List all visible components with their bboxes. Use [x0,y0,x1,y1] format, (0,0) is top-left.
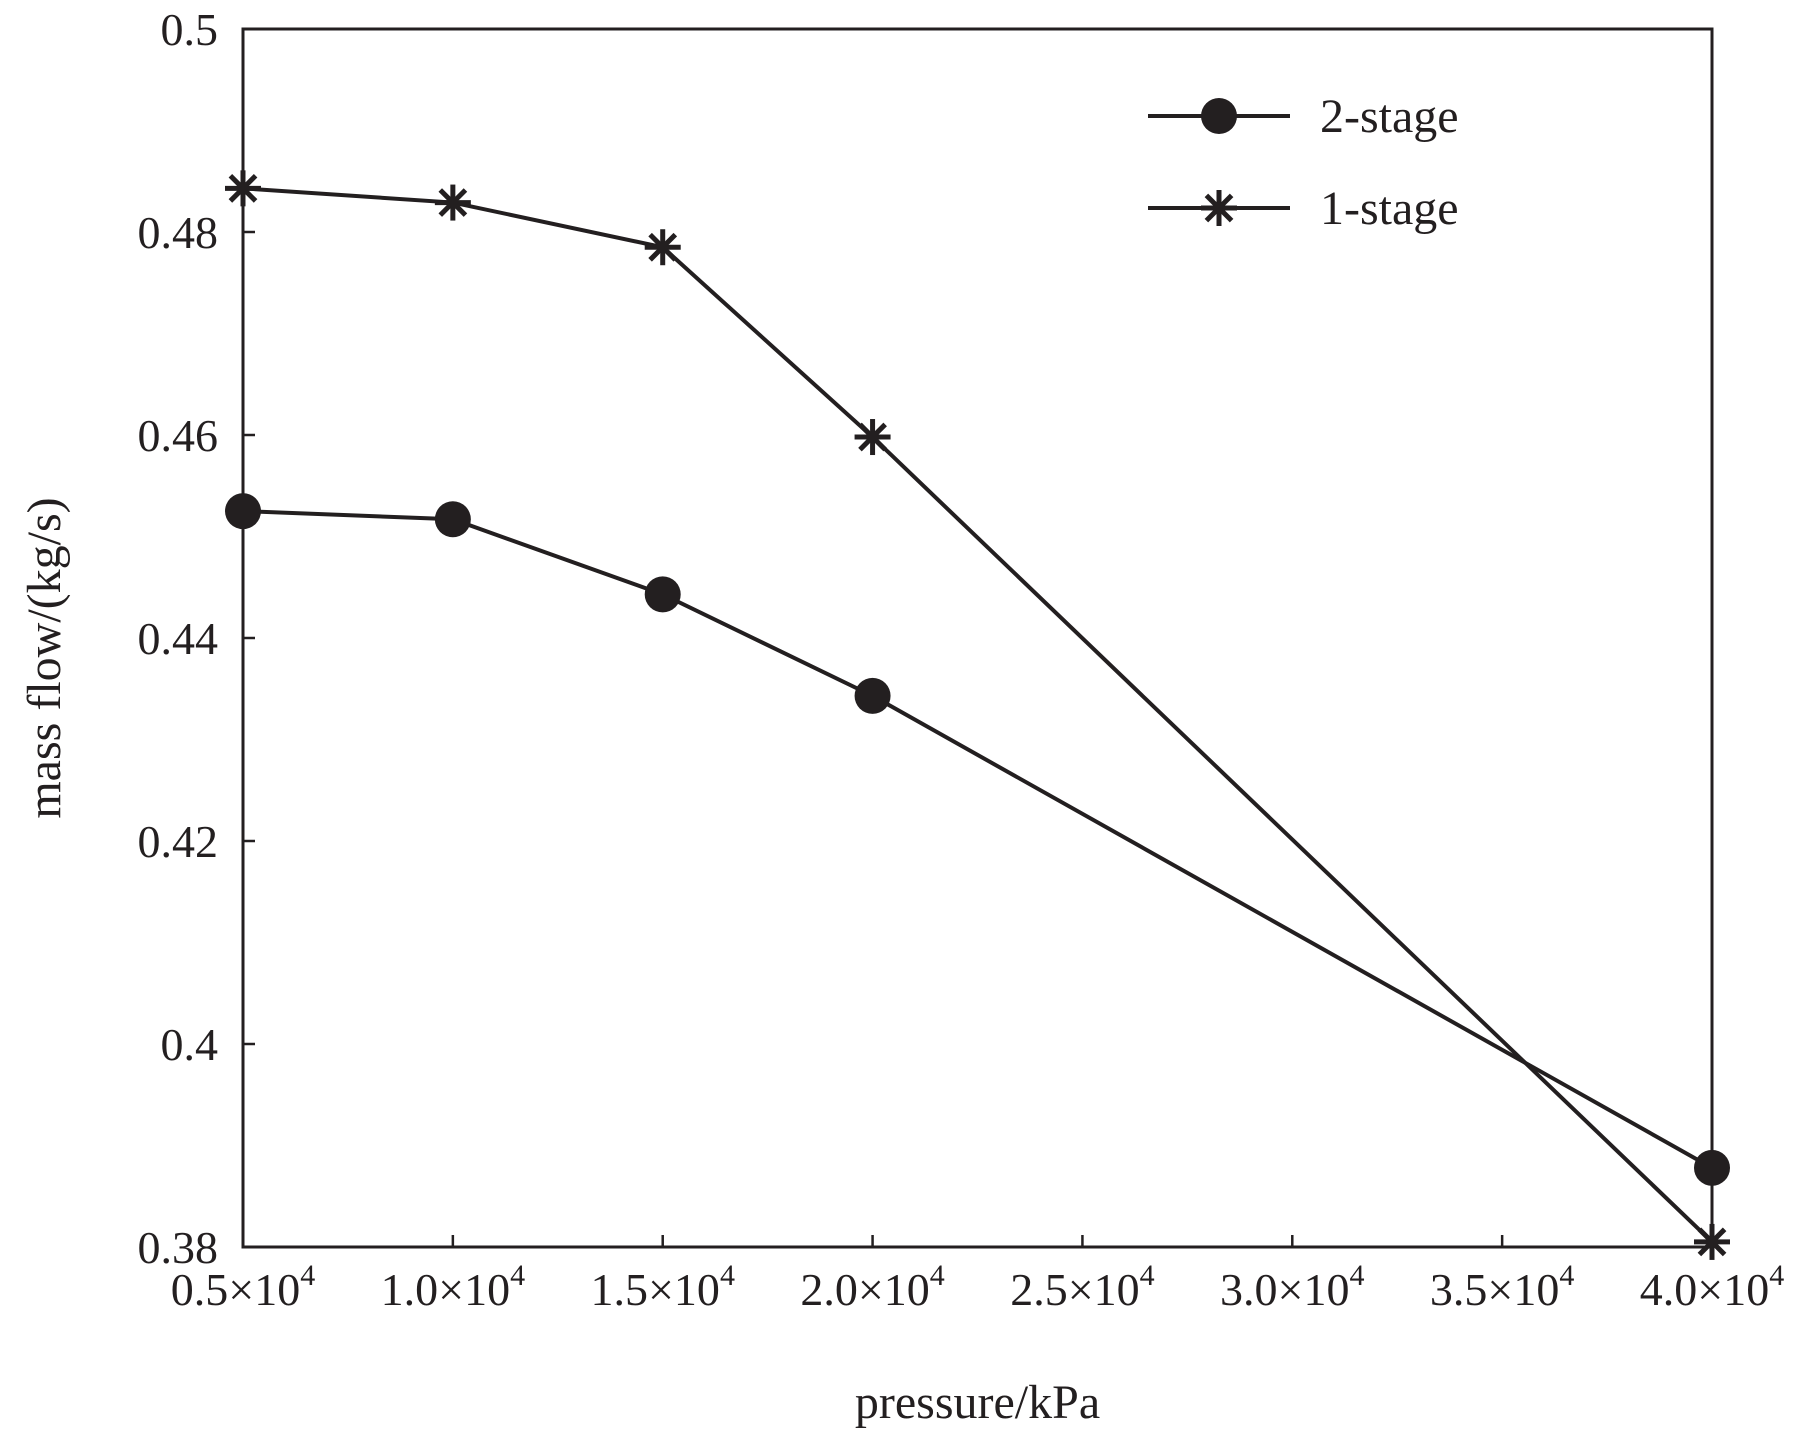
x-tick-label: 2.0×104 [800,1259,944,1315]
legend-label: 1-stage [1320,182,1459,235]
legend: 2-stage 1-stage [1148,90,1459,235]
y-tick-label: 0.42 [138,816,219,867]
plot-area-frame [241,27,1714,1249]
y-axis-title: mass flow/(kg/s) [18,497,71,818]
y-tick-label: 0.4 [161,1019,219,1070]
x-tick-label: 1.0×104 [381,1259,525,1315]
data-point-1-stage [854,419,891,456]
series-group [225,170,1730,1260]
legend-marker-2-stage [1201,98,1237,134]
data-point-2-stage [854,677,891,714]
x-tick-label: 0.5×104 [171,1259,315,1315]
x-axis-title: pressure/kPa [855,1376,1100,1429]
y-axis-tick-labels: 0.38 0.4 0.42 0.44 0.46 0.48 0.5 [138,4,219,1273]
axis-ticks [241,27,1714,1249]
series-line-1-stage [242,186,1714,1244]
x-tick-label: 3.5×104 [1430,1259,1574,1315]
x-tick-label: 4.0×104 [1640,1259,1784,1315]
legend-marker-1-stage [1201,190,1237,226]
data-point-1-stage [644,229,681,266]
x-axis-tick-labels: 0.5×104 1.0×104 1.5×104 2.0×104 2.5×104 3.0×1… [171,1259,1784,1315]
y-tick-label: 0.48 [138,207,219,258]
data-point-2-stage [434,501,471,538]
x-tick-label: 1.5×104 [590,1259,734,1315]
x-tick-label: 2.5×104 [1010,1259,1154,1315]
legend-label: 2-stage [1320,90,1459,143]
legend-item-2-stage: 2-stage [1148,90,1459,143]
y-tick-label: 0.5 [161,4,219,55]
data-point-2-stage [644,576,681,613]
x-tick-label: 3.0×104 [1220,1259,1364,1315]
y-tick-label: 0.38 [138,1222,219,1273]
y-tick-label: 0.46 [138,410,219,461]
series-line-2-stage [242,509,1713,1170]
y-tick-label: 0.44 [138,613,219,664]
legend-item-1-stage: 1-stage [1148,182,1459,235]
data-point-1-stage [434,184,471,221]
